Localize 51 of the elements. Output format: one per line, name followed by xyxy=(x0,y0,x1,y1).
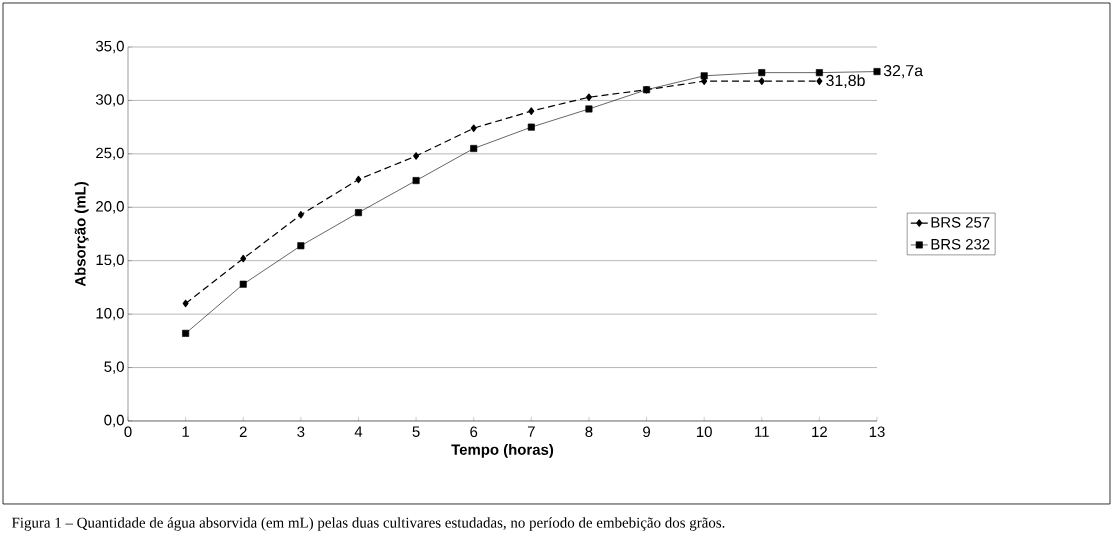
point xyxy=(528,107,535,115)
y-tick-label: 30,0 xyxy=(95,94,124,107)
x-axis-title: Tempo (horas) xyxy=(451,443,554,458)
x-tick-label: 3 xyxy=(297,426,305,438)
y-tick-label: 10,0 xyxy=(96,307,124,321)
point xyxy=(470,124,477,132)
point xyxy=(355,175,362,184)
point xyxy=(527,123,535,131)
annotation: 31,8b xyxy=(826,74,865,88)
text: Figura 1 – Quantidade de água absorvida (em mL) pelas duas cultivares estudadas, no período de embebição dos grãos. xyxy=(11,517,725,531)
y-tick-label: 35,0 xyxy=(95,40,124,54)
x-tick-label: 2 xyxy=(239,426,247,437)
x-tick-label: 4 xyxy=(354,426,363,437)
y-tick-label: 5,0 xyxy=(104,361,124,374)
y-axis-title: Absorção (mL) xyxy=(74,182,89,287)
x-tick-label: 13 xyxy=(869,426,885,438)
x-tick-label: 8 xyxy=(585,426,593,438)
x-tick-label: 7 xyxy=(527,426,535,437)
x-tick-label: 1 xyxy=(182,426,190,437)
point xyxy=(873,68,881,76)
x-tick-label: 9 xyxy=(643,426,650,438)
point xyxy=(412,177,420,185)
point xyxy=(470,145,478,152)
point xyxy=(239,280,247,288)
x-tick-label: 12 xyxy=(812,426,827,437)
y-tick-label: 0,0 xyxy=(104,414,124,428)
annotation: 32,7a xyxy=(883,64,924,79)
point xyxy=(413,152,420,160)
x-tick-label: 0 xyxy=(124,426,132,438)
legend-label: BRS 232 xyxy=(931,238,990,250)
x-tick-label: 11 xyxy=(755,426,769,437)
y-tick-label: 15,0 xyxy=(96,254,124,267)
point xyxy=(297,242,305,250)
point xyxy=(354,209,362,217)
point xyxy=(182,329,190,337)
point xyxy=(297,210,304,219)
point xyxy=(700,72,708,80)
x-tick-label: 6 xyxy=(470,426,478,438)
y-tick-label: 25,0 xyxy=(96,147,124,161)
point xyxy=(758,69,766,77)
y-tick-label: 20,0 xyxy=(96,201,124,214)
x-tick-label: 10 xyxy=(697,426,712,438)
x-tick-label: 5 xyxy=(412,426,420,437)
legend-label: BRS 257 xyxy=(931,217,990,228)
point xyxy=(585,93,592,101)
point xyxy=(758,77,765,85)
point xyxy=(240,254,247,263)
point xyxy=(585,105,593,113)
point xyxy=(816,77,823,85)
point xyxy=(182,299,189,308)
point xyxy=(815,69,823,77)
